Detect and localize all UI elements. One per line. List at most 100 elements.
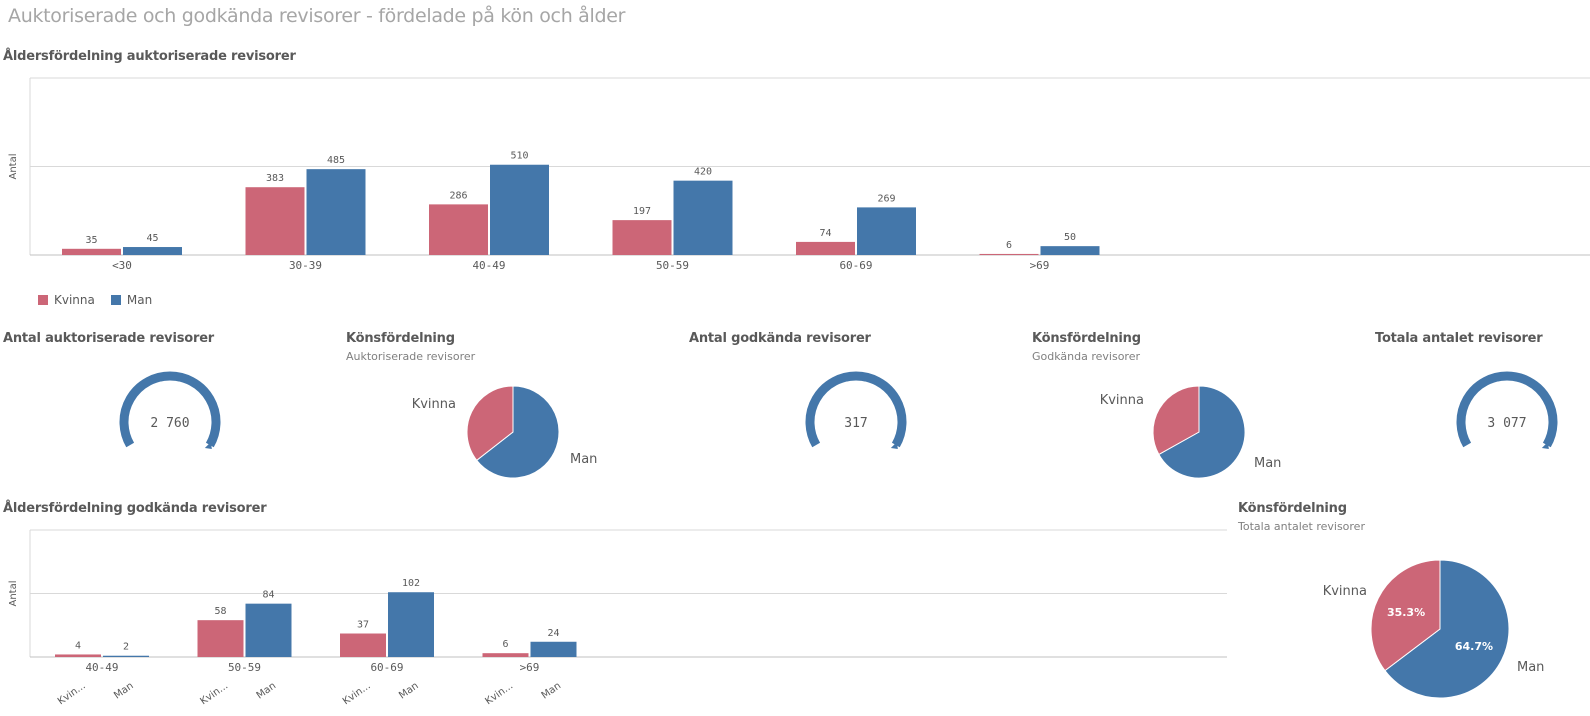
- pie-slice-kvinna[interactable]: [1152, 385, 1200, 456]
- gauge1-title: Antal auktoriserade revisorer: [3, 331, 215, 346]
- bar-kvinna-40-49[interactable]: [429, 204, 488, 255]
- bar-man-40-49[interactable]: [490, 164, 549, 255]
- pie2-title: Könsfördelning: [1032, 331, 1141, 346]
- bar-value-label: 510: [510, 151, 528, 162]
- legend-swatch-man: [110, 295, 121, 305]
- pie-slice-kvinna[interactable]: [1370, 559, 1441, 672]
- x-tick-label: <30: [112, 259, 132, 272]
- gauge3-arc: [1456, 371, 1558, 448]
- pie-label-kvinna: Kvinna: [412, 397, 456, 412]
- legend-item-kvinna[interactable]: Kvinna: [38, 293, 95, 307]
- gauge3-title: Totala antalet revisorer: [1375, 331, 1543, 346]
- bar-value-label: 45: [146, 233, 158, 244]
- series-tick-label: Man: [397, 680, 421, 701]
- series-tick-label: Kvin...: [341, 680, 373, 707]
- bar-value-label: 84: [262, 590, 274, 601]
- total-count-gauge[interactable]: 3 077: [1447, 370, 1567, 470]
- bar-kvinna-60-69[interactable]: [796, 241, 855, 255]
- pie-slice-kvinna[interactable]: [466, 385, 514, 461]
- x-tick-label: 40-49: [85, 661, 118, 674]
- x-tick-label: 50-59: [228, 661, 261, 674]
- chart2-title: Åldersfördelning godkända revisorer: [3, 501, 267, 516]
- bar-man-<30[interactable]: [123, 247, 182, 255]
- authorized-count-gauge[interactable]: 2 760: [110, 370, 230, 470]
- bar-kvinna-50-59[interactable]: [197, 620, 244, 657]
- pie-slice-man[interactable]: [1158, 385, 1246, 479]
- bar-kvinna->69[interactable]: [482, 653, 529, 657]
- pie1-subtitle: Auktoriserade revisorer: [346, 350, 476, 363]
- gauge2-arc: [805, 371, 907, 448]
- pie-slice-value-label: 64.7%: [1455, 640, 1493, 653]
- legend-item-man[interactable]: Man: [110, 293, 153, 307]
- bar-value-label: 50: [1064, 232, 1076, 243]
- pie-slice-value-label: 35.3%: [1387, 606, 1425, 619]
- gauge1-value: 2 760: [150, 416, 189, 431]
- bar-value-label: 2: [123, 642, 129, 653]
- series-tick-label: Kvin...: [56, 680, 88, 707]
- bar-man-60-69[interactable]: [388, 592, 434, 657]
- bar-value-label: 6: [502, 639, 508, 650]
- bar-value-label: 74: [819, 228, 831, 239]
- pie2-subtitle: Godkända revisorer: [1032, 350, 1140, 363]
- bar-value-label: 485: [327, 155, 345, 166]
- x-tick-label: 60-69: [839, 259, 872, 272]
- pie3-title: Könsfördelning: [1238, 501, 1347, 516]
- legend-label-kvinna: Kvinna: [54, 293, 95, 307]
- age-distribution-approved-chart[interactable]: Antal 4 2 40-49 Kvin... Man 58 84 50-59 Kvin... Ma…: [0, 520, 1240, 716]
- bar-man->69[interactable]: [530, 641, 577, 657]
- pie3-subtitle: Totala antalet revisorer: [1238, 520, 1365, 533]
- gender-pie-approved[interactable]: Kvinna Man: [1090, 372, 1310, 492]
- bar-man-60-69[interactable]: [857, 207, 916, 255]
- bar-kvinna-<30[interactable]: [62, 248, 121, 255]
- pie-label-kvinna: Kvinna: [1323, 584, 1367, 599]
- bar-man-40-49[interactable]: [103, 655, 149, 657]
- bar-value-label: 35: [85, 235, 97, 246]
- gauge2-title: Antal godkända revisorer: [689, 331, 871, 346]
- y-axis-title: Antal: [8, 153, 19, 179]
- bar-man->69[interactable]: [1040, 246, 1100, 255]
- series-tick-label: Man: [255, 680, 279, 701]
- series-tick-label: Man: [112, 680, 136, 701]
- gender-pie-total[interactable]: 64.7% 35.3% Kvinna Man: [1300, 548, 1580, 713]
- bar-kvinna-60-69[interactable]: [340, 633, 386, 657]
- bar-man-50-59[interactable]: [245, 603, 292, 657]
- chart1-legend[interactable]: Kvinna Man: [38, 293, 162, 307]
- age-distribution-authorized-chart[interactable]: Antal 35 45 <30 383 485 30-39 286 510 40-49 197 420…: [0, 70, 1590, 275]
- bar-kvinna-40-49[interactable]: [55, 654, 101, 657]
- series-tick-label: Kvin...: [198, 680, 230, 707]
- bar-value-label: 383: [266, 173, 284, 184]
- bar-value-label: 420: [694, 167, 712, 178]
- x-tick-label: 50-59: [656, 259, 689, 272]
- bar-man-30-39[interactable]: [306, 169, 366, 255]
- pie-label-man: Man: [1254, 456, 1281, 471]
- gauge1-arc: [119, 371, 221, 448]
- bar-value-label: 24: [547, 628, 559, 639]
- pie-slice-man[interactable]: [1384, 559, 1510, 699]
- bar-value-label: 197: [633, 206, 651, 217]
- bar-value-label: 102: [402, 578, 420, 589]
- pie-label-kvinna: Kvinna: [1100, 393, 1144, 408]
- bar-kvinna-30-39[interactable]: [245, 187, 305, 255]
- gender-pie-authorized[interactable]: Kvinna Man: [400, 372, 620, 492]
- y-axis-title: Antal: [8, 580, 19, 606]
- bar-man-50-59[interactable]: [673, 180, 733, 255]
- bar-value-label: 6: [1006, 240, 1012, 251]
- x-tick-label: >69: [1030, 259, 1050, 272]
- chart1-title: Åldersfördelning auktoriserade revisorer: [3, 49, 296, 64]
- x-tick-label: 40-49: [472, 259, 505, 272]
- approved-count-gauge[interactable]: 317: [796, 370, 916, 470]
- gauge3-pointer-icon: [1541, 442, 1549, 449]
- x-tick-label: >69: [520, 661, 540, 674]
- gauge2-pointer-icon: [890, 442, 898, 449]
- bar-value-label: 269: [877, 193, 895, 204]
- series-tick-label: Man: [540, 680, 564, 701]
- bar-value-label: 286: [449, 190, 467, 201]
- series-tick-label: Kvin...: [483, 680, 515, 707]
- gauge2-value: 317: [844, 416, 867, 431]
- legend-label-man: Man: [126, 293, 153, 307]
- bar-value-label: 58: [214, 606, 226, 617]
- bar-kvinna->69[interactable]: [979, 253, 1039, 255]
- pie-slice-man[interactable]: [476, 385, 560, 479]
- bar-kvinna-50-59[interactable]: [612, 220, 672, 255]
- gauge1-pointer-icon: [204, 442, 212, 449]
